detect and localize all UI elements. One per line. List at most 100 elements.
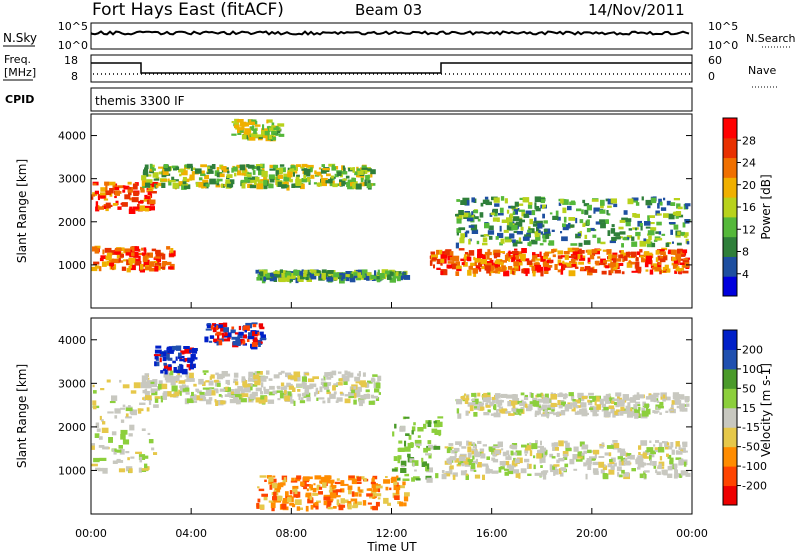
echo-cell <box>560 393 567 397</box>
echo-cell <box>307 492 312 499</box>
echo-cell <box>468 225 475 228</box>
echo-cell <box>143 455 149 459</box>
echo-cell <box>599 399 603 405</box>
echo-cell <box>659 201 663 206</box>
echo-cell <box>677 231 681 236</box>
echo-cell <box>527 204 533 209</box>
echo-cell <box>266 119 269 124</box>
echo-cell <box>509 222 513 227</box>
echo-cell <box>339 391 343 394</box>
echo-cell <box>140 186 145 190</box>
echo-cell <box>574 411 579 415</box>
velocity-colorbar-label: Velocity [m s-1] <box>759 363 773 457</box>
echo-cell <box>284 277 290 282</box>
echo-cell <box>193 383 197 387</box>
echo-cell <box>429 260 433 266</box>
echo-cell <box>619 250 622 253</box>
echo-cell <box>534 206 540 210</box>
echo-cell <box>640 226 643 231</box>
echo-cell <box>355 183 362 190</box>
echo-cell <box>477 253 483 259</box>
echo-cell <box>310 484 313 491</box>
echo-cell <box>353 181 358 186</box>
echo-cell <box>272 164 279 171</box>
echo-cell <box>244 168 247 173</box>
y-tick-label: 2000 <box>58 216 86 229</box>
echo-cell <box>278 133 285 137</box>
echo-cell <box>512 445 518 450</box>
echo-cell <box>574 266 579 269</box>
echo-cell <box>472 268 478 274</box>
echo-cell <box>460 233 465 239</box>
y-tick-label: 3000 <box>58 173 86 186</box>
echo-cell <box>257 486 260 489</box>
echo-cell <box>512 398 520 403</box>
echo-cell <box>655 267 662 271</box>
echo-cell <box>229 399 237 404</box>
echo-cell <box>495 409 500 412</box>
echo-cell <box>379 273 385 279</box>
echo-cell <box>326 389 330 392</box>
echo-cell <box>539 459 542 464</box>
echo-cell <box>279 277 286 283</box>
echo-cell <box>499 225 502 232</box>
echo-cell <box>569 405 573 409</box>
sky-right-tick-top: 10^5 <box>708 20 738 33</box>
echo-cell <box>271 507 275 512</box>
echo-cell <box>324 475 331 479</box>
echo-cell <box>149 261 155 267</box>
echo-cell <box>397 477 401 481</box>
echo-cell <box>123 259 128 262</box>
echo-cell <box>216 178 219 184</box>
echo-cell <box>307 378 315 383</box>
echo-cell <box>652 410 656 414</box>
echo-cell <box>342 165 345 169</box>
echo-cell <box>125 407 133 412</box>
echo-cell <box>151 182 154 188</box>
echo-cell <box>351 478 357 485</box>
echo-cell <box>572 247 580 250</box>
echo-cell <box>316 171 322 176</box>
echo-cell <box>222 322 228 328</box>
echo-cell <box>138 268 143 271</box>
echo-cell <box>391 468 398 472</box>
echo-cell <box>554 468 559 475</box>
echo-cell <box>324 372 329 378</box>
echo-cell <box>266 370 270 375</box>
echo-cell <box>475 444 477 449</box>
echo-cell <box>540 451 548 457</box>
echo-cell <box>568 255 574 258</box>
echo-cell <box>150 389 153 393</box>
echo-cell <box>214 399 217 403</box>
echo-cell <box>531 258 536 262</box>
echo-cell <box>553 470 556 476</box>
echo-cell <box>512 267 519 271</box>
echo-cell <box>263 179 268 186</box>
echo-cell <box>143 197 148 202</box>
echo-cell <box>520 399 524 405</box>
echo-cell <box>657 203 660 209</box>
echo-cell <box>162 368 167 371</box>
echo-cell <box>316 270 321 275</box>
echo-cell <box>112 448 115 452</box>
echo-cell <box>112 460 118 464</box>
echo-cell <box>456 463 461 467</box>
echo-cell <box>630 261 636 265</box>
echo-cell <box>333 272 340 278</box>
echo-cell <box>463 262 468 267</box>
echo-cell <box>126 259 130 266</box>
echo-cell <box>281 185 285 189</box>
echo-cell <box>243 131 250 138</box>
echo-cell <box>572 454 578 460</box>
echo-cell <box>467 459 474 462</box>
echo-cell <box>153 354 161 357</box>
echo-cell <box>326 503 331 509</box>
echo-cell <box>205 328 212 331</box>
echo-cell <box>672 256 676 260</box>
echo-cell <box>321 269 327 276</box>
echo-cell <box>540 472 543 477</box>
echo-cell <box>567 247 575 253</box>
echo-cell <box>91 266 98 272</box>
echo-cell <box>443 473 451 477</box>
echo-cell <box>550 402 557 407</box>
